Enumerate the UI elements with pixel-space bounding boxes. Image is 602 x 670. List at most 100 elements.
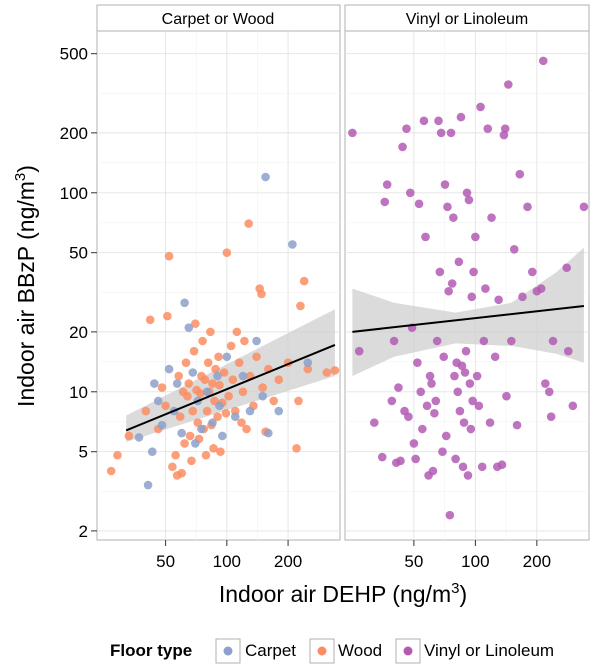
confidence-band <box>352 247 584 377</box>
x-tick-label: 100 <box>213 552 241 571</box>
data-point-vinyl-or-linoleum <box>369 418 379 427</box>
data-point-carpet <box>177 428 187 438</box>
data-point-wood <box>257 289 266 299</box>
data-point-vinyl-or-linoleum <box>467 292 477 302</box>
data-point-wood <box>224 391 233 401</box>
fit-line <box>352 304 585 333</box>
data-point-wood <box>219 368 229 377</box>
data-point-vinyl-or-linoleum <box>396 456 405 466</box>
data-point-vinyl-or-linoleum <box>509 245 519 254</box>
data-point-vinyl-or-linoleum <box>427 379 436 388</box>
data-point-vinyl-or-linoleum <box>460 368 470 377</box>
data-point-vinyl-or-linoleum <box>502 391 511 401</box>
data-point-carpet <box>213 371 222 381</box>
data-point-vinyl-or-linoleum <box>425 371 435 381</box>
data-point-carpet <box>147 447 157 457</box>
data-point-vinyl-or-linoleum <box>422 401 432 411</box>
data-point-wood <box>187 456 196 466</box>
data-point-wood <box>191 319 200 328</box>
data-point-carpet <box>303 358 313 368</box>
data-point-carpet <box>134 433 144 442</box>
data-point-wood <box>141 406 151 416</box>
y-tick-label: 10 <box>69 383 88 402</box>
data-point-wood <box>303 364 313 374</box>
data-point-wood <box>237 418 246 427</box>
x-axis-title: Indoor air DEHP (ng/m3) <box>219 580 467 607</box>
data-point-vinyl-or-linoleum <box>456 112 466 122</box>
data-point-vinyl-or-linoleum <box>497 460 507 470</box>
data-point-vinyl-or-linoleum <box>477 462 487 472</box>
data-point-wood <box>184 379 194 388</box>
data-point-vinyl-or-linoleum <box>421 232 430 242</box>
data-point-vinyl-or-linoleum <box>428 466 438 476</box>
data-point-vinyl-or-linoleum <box>504 80 513 89</box>
panel-0-gridlines <box>97 31 340 540</box>
data-point-wood <box>168 462 177 472</box>
data-point-vinyl-or-linoleum <box>447 279 457 288</box>
fit-line <box>125 343 336 432</box>
x-tick-label: 50 <box>156 552 175 571</box>
data-point-vinyl-or-linoleum <box>515 169 525 179</box>
data-point-vinyl-or-linoleum <box>568 401 578 411</box>
data-point-vinyl-or-linoleum <box>450 371 459 381</box>
y-tick-label: 100 <box>60 184 88 203</box>
legend-title: Floor type <box>110 641 192 660</box>
data-point-vinyl-or-linoleum <box>440 180 450 189</box>
data-point-carpet <box>264 428 273 438</box>
data-point-wood <box>242 424 251 434</box>
data-point-wood <box>215 380 224 390</box>
data-point-vinyl-or-linoleum <box>548 336 558 346</box>
data-point-vinyl-or-linoleum <box>464 195 474 205</box>
data-point-carpet <box>180 298 189 308</box>
data-point-wood <box>294 396 303 406</box>
data-point-vinyl-or-linoleum <box>443 202 452 212</box>
data-point-vinyl-or-linoleum <box>479 336 489 346</box>
legend-key-wood <box>309 638 335 664</box>
data-point-vinyl-or-linoleum <box>402 124 411 133</box>
data-point-vinyl-or-linoleum <box>562 263 572 273</box>
x-tick-label: 50 <box>404 552 423 571</box>
data-point-wood <box>206 327 215 337</box>
data-point-wood <box>244 219 253 228</box>
data-point-carpet <box>153 396 163 406</box>
legend-label-carpet: Carpet <box>245 641 296 660</box>
legend: Floor type Carpet Wood Vinyl or Linoleum <box>110 638 554 664</box>
data-point-vinyl-or-linoleum <box>512 420 522 430</box>
data-point-wood <box>292 444 301 453</box>
data-point-carpet <box>197 424 206 434</box>
data-point-vinyl-or-linoleum <box>466 424 476 434</box>
data-point-vinyl-or-linoleum <box>455 406 465 416</box>
data-point-vinyl-or-linoleum <box>418 424 427 434</box>
data-point-wood <box>171 450 180 460</box>
data-point-wood <box>145 315 155 325</box>
data-point-vinyl-or-linoleum <box>414 199 424 209</box>
data-point-vinyl-or-linoleum <box>541 379 550 388</box>
data-point-vinyl-or-linoleum <box>465 379 475 388</box>
x-tick-label: 200 <box>274 552 302 571</box>
data-point-vinyl-or-linoleum <box>457 361 467 371</box>
data-point-vinyl-or-linoleum <box>499 130 509 140</box>
data-point-wood <box>330 366 340 375</box>
data-point-vinyl-or-linoleum <box>436 128 446 138</box>
y-axis-title-sup: 3 <box>12 173 29 181</box>
data-point-vinyl-or-linoleum <box>483 124 493 133</box>
data-point-vinyl-or-linoleum <box>434 116 443 126</box>
data-point-vinyl-or-linoleum <box>459 418 469 427</box>
data-point-vinyl-or-linoleum <box>411 454 420 464</box>
y-axis: 2 5 10 20 50 100 200 500 <box>60 45 97 541</box>
facet-title-1: Vinyl or Linoleum <box>406 11 528 28</box>
data-point-vinyl-or-linoleum <box>451 454 460 464</box>
data-point-carpet <box>230 412 240 421</box>
data-point-vinyl-or-linoleum <box>419 116 429 126</box>
panel-1-points <box>348 56 589 520</box>
data-point-wood <box>222 248 232 257</box>
data-point-carpet <box>164 364 174 374</box>
data-point-vinyl-or-linoleum <box>439 352 449 362</box>
data-point-vinyl-or-linoleum <box>523 202 532 212</box>
data-point-vinyl-or-linoleum <box>377 452 387 462</box>
panel-0-points <box>106 172 340 490</box>
data-point-vinyl-or-linoleum <box>546 412 556 421</box>
data-point-carpet <box>238 371 248 381</box>
data-point-carpet <box>258 391 267 401</box>
data-point-wood <box>269 396 279 406</box>
